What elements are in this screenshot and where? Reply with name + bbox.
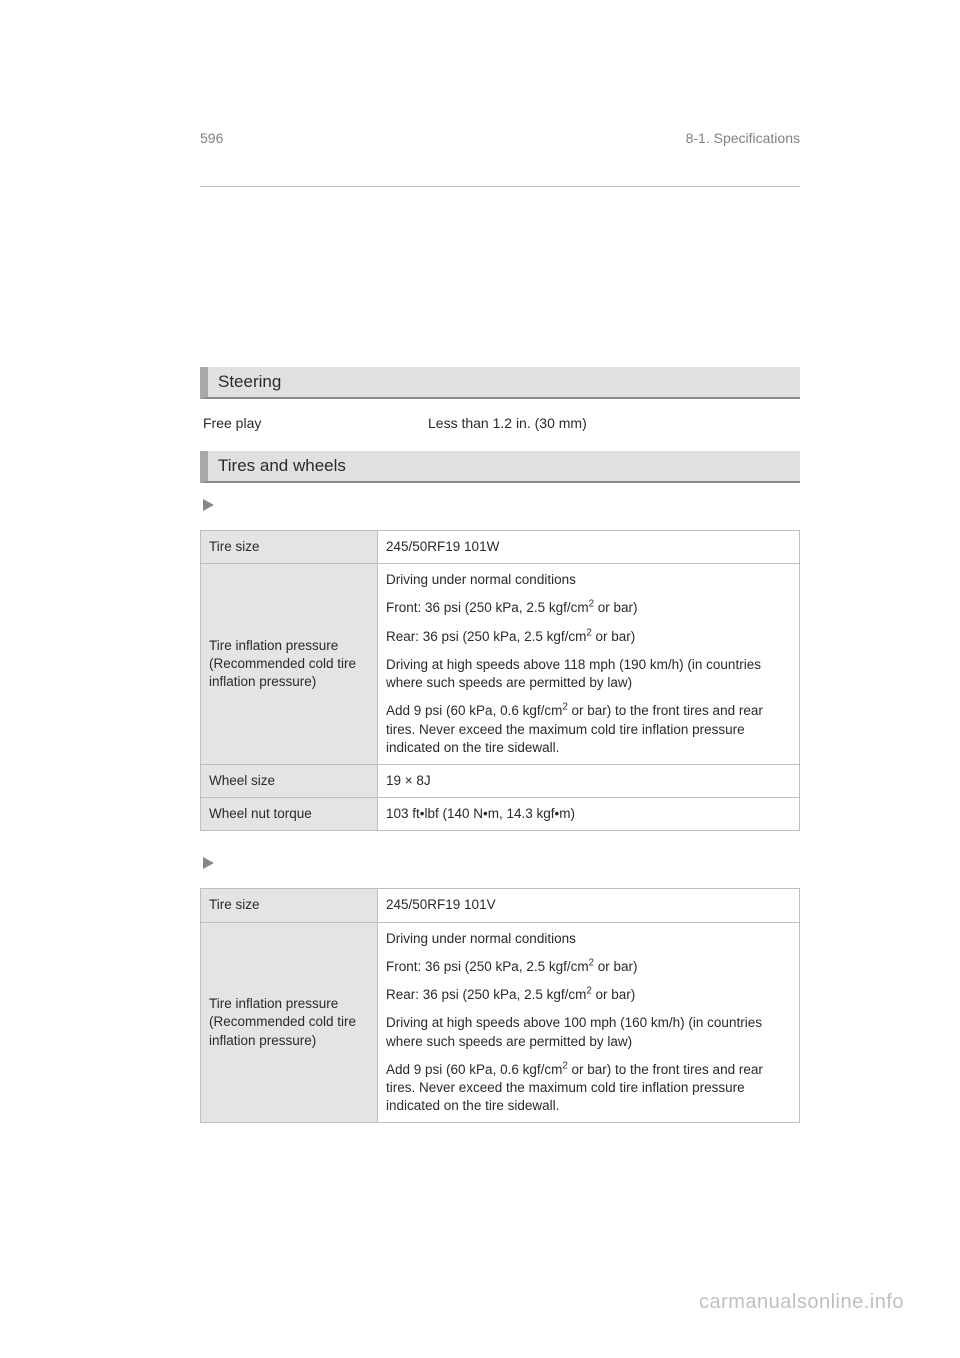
table-row: Wheel nut torque 103 ft•lbf (140 N•m, 14… (201, 798, 800, 831)
triangle-icon (203, 499, 214, 511)
table-row: Tire inflation pressure (Recommended col… (201, 922, 800, 1123)
inflation-line: Driving at high speeds above 100 mph (16… (386, 1014, 791, 1050)
inflation-line: Front: 36 psi (250 kPa, 2.5 kgf/cm2 or b… (386, 958, 791, 976)
page-header: 596 8-1. Specifications (200, 130, 800, 187)
type-b-marker (200, 851, 800, 880)
inflation-line: Driving under normal conditions (386, 571, 791, 589)
steering-label: Free play (203, 415, 428, 431)
breadcrumb: 8-1. Specifications (686, 130, 800, 146)
table-row: Tire size 245/50RF19 101W (201, 531, 800, 564)
wheel-size-label: Wheel size (201, 764, 378, 797)
inflation-label: Tire inflation pressure (Recommended col… (201, 564, 378, 765)
table-row: Tire size 245/50RF19 101V (201, 889, 800, 922)
inflation-value: Driving under normal conditions Front: 3… (378, 564, 800, 765)
table-row: Wheel size 19 × 8J (201, 764, 800, 797)
type-a-marker (200, 493, 800, 522)
tire-size-value: 245/50RF19 101V (378, 889, 800, 922)
tire-table-b: Tire size 245/50RF19 101V Tire inflation… (200, 888, 800, 1123)
inflation-label: Tire inflation pressure (Recommended col… (201, 922, 378, 1123)
section-heading-tires: Tires and wheels (200, 451, 800, 483)
page-number: 596 (200, 130, 223, 146)
watermark: carmanualsonline.info (699, 1291, 904, 1314)
tire-size-label: Tire size (201, 889, 378, 922)
page-content: 596 8-1. Specifications Steering Free pl… (0, 0, 960, 1183)
wheel-size-value: 19 × 8J (378, 764, 800, 797)
nut-torque-value: 103 ft•lbf (140 N•m, 14.3 kgf•m) (378, 798, 800, 831)
inflation-line: Driving under normal conditions (386, 930, 791, 948)
inflation-line: Front: 36 psi (250 kPa, 2.5 kgf/cm2 or b… (386, 599, 791, 617)
inflation-line: Add 9 psi (60 kPa, 0.6 kgf/cm2 or bar) t… (386, 1061, 791, 1116)
nut-torque-label: Wheel nut torque (201, 798, 378, 831)
tire-size-value: 245/50RF19 101W (378, 531, 800, 564)
triangle-icon (203, 857, 214, 869)
inflation-line: Driving at high speeds above 118 mph (19… (386, 656, 791, 692)
steering-row: Free play Less than 1.2 in. (30 mm) (200, 409, 800, 451)
inflation-line: Rear: 36 psi (250 kPa, 2.5 kgf/cm2 or ba… (386, 628, 791, 646)
inflation-value: Driving under normal conditions Front: 3… (378, 922, 800, 1123)
steering-value: Less than 1.2 in. (30 mm) (428, 415, 797, 431)
section-heading-steering: Steering (200, 367, 800, 399)
tire-table-a: Tire size 245/50RF19 101W Tire inflation… (200, 530, 800, 831)
inflation-line: Rear: 36 psi (250 kPa, 2.5 kgf/cm2 or ba… (386, 986, 791, 1004)
inflation-line: Add 9 psi (60 kPa, 0.6 kgf/cm2 or bar) t… (386, 702, 791, 757)
table-row: Tire inflation pressure (Recommended col… (201, 564, 800, 765)
tire-size-label: Tire size (201, 531, 378, 564)
